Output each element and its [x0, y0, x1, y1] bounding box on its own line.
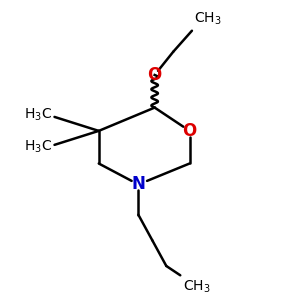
- Text: CH$_3$: CH$_3$: [194, 11, 222, 27]
- Text: CH$_3$: CH$_3$: [183, 279, 210, 295]
- Text: H$_3$C: H$_3$C: [24, 139, 52, 155]
- Text: N: N: [131, 176, 145, 194]
- Text: O: O: [182, 122, 197, 140]
- Text: O: O: [148, 66, 162, 84]
- Text: H$_3$C: H$_3$C: [24, 106, 52, 123]
